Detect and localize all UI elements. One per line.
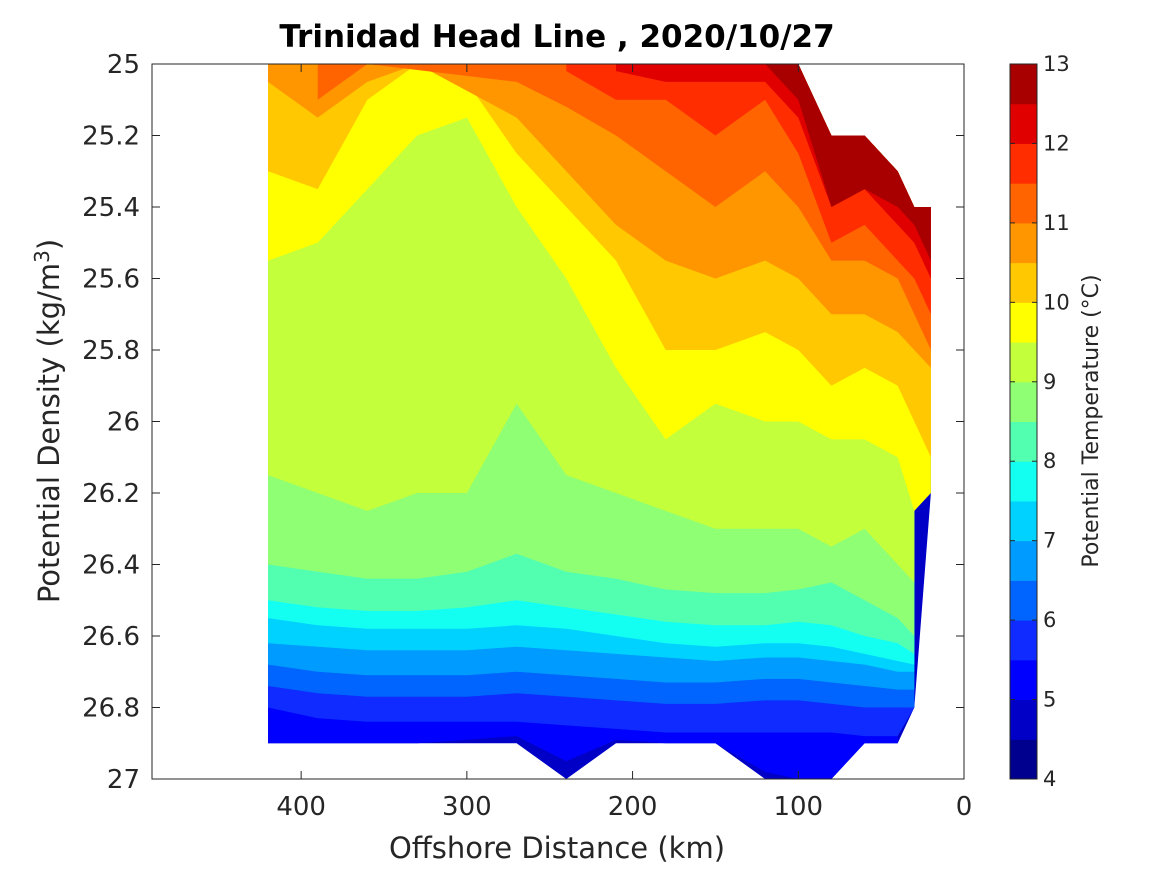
colorbar-tick-label: 8 [1043, 449, 1056, 473]
y-tick-label: 26.6 [82, 622, 140, 652]
colorbar-segment [1010, 342, 1037, 383]
y-tick-label: 26 [107, 408, 140, 438]
y-axis-label-close: ) [32, 239, 66, 250]
colorbar-segment [1010, 381, 1037, 422]
y-tick-label: 26.8 [82, 694, 140, 724]
y-axis-label-superscript: 3 [30, 250, 54, 263]
colorbar-segment [1010, 461, 1037, 502]
x-tick-label: 100 [773, 792, 823, 822]
colorbar-segment [1010, 659, 1037, 701]
y-tick-label: 25 [107, 50, 140, 80]
colorbar: 4 5 6 7 8 9 10 11 12 13 [1009, 52, 1070, 791]
x-axis: 400 300 200 100 0 [276, 64, 972, 822]
x-tick-label: 300 [442, 792, 492, 822]
x-tick-label: 200 [608, 792, 658, 822]
colorbar-segment [1010, 580, 1037, 621]
colorbar-segment [1010, 183, 1037, 224]
y-tick-label: 26.2 [82, 479, 140, 509]
colorbar-tick-label: 6 [1043, 608, 1056, 632]
colorbar-segment [1010, 143, 1037, 184]
colorbar-segment [1010, 699, 1037, 740]
colorbar-label: Potential Temperature (°C) [1079, 274, 1104, 567]
contour-fill-area [268, 64, 931, 779]
colorbar-segment [1010, 64, 1037, 105]
colorbar-tick-label: 12 [1043, 131, 1070, 155]
colorbar-segment [1010, 103, 1037, 144]
colorbar-segment [1010, 421, 1037, 462]
colorbar-segment [1010, 262, 1037, 303]
y-tick-label: 25.8 [82, 336, 140, 366]
colorbar-tick-label: 11 [1043, 211, 1070, 235]
colorbar-segment [1010, 620, 1037, 661]
colorbar-tick-label: 13 [1043, 52, 1070, 76]
colorbar-frame [1009, 63, 1038, 780]
x-axis-label: Offshore Distance (km) [389, 831, 725, 865]
colorbar-tick-label: 10 [1043, 290, 1070, 314]
y-tick-label: 26.4 [82, 551, 140, 581]
colorbar-tick-label: 4 [1043, 767, 1056, 791]
chart-title: Trinidad Head Line , 2020/10/27 [279, 19, 834, 55]
y-axis: 25 25.2 25.4 25.6 25.8 26 26.2 26.4 26.6 26.8 27 [82, 50, 964, 795]
colorbar-segment [1010, 739, 1037, 780]
colorbar-tick-label: 5 [1043, 688, 1056, 712]
colorbar-segment [1010, 302, 1037, 343]
colorbar-tick-label: 7 [1043, 529, 1056, 553]
y-tick-label: 25.4 [82, 193, 140, 223]
contour-band-11 [317, 64, 931, 350]
colorbar-segment [1010, 500, 1037, 542]
x-tick-label: 0 [956, 792, 973, 822]
y-tick-label: 25.6 [82, 265, 140, 295]
y-axis-label: Potential Density (kg/m3) [30, 239, 66, 603]
colorbar-segment [1010, 222, 1037, 264]
colorbar-tick-label: 9 [1043, 370, 1056, 394]
colorbar-segment [1010, 540, 1037, 581]
contour-band-12-5 [665, 64, 931, 261]
y-tick-label: 27 [107, 765, 140, 795]
x-tick-label: 400 [276, 792, 326, 822]
y-axis-label-main: Potential Density (kg/m [32, 263, 66, 603]
y-tick-label: 25.2 [82, 122, 140, 152]
